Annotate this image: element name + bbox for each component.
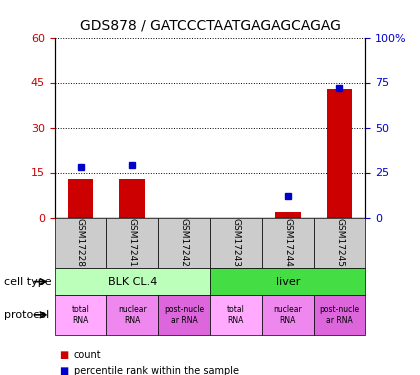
Bar <box>275 211 301 217</box>
Text: post-nucle
ar RNA: post-nucle ar RNA <box>320 305 360 324</box>
Text: BLK CL.4: BLK CL.4 <box>108 277 157 286</box>
Bar <box>68 178 93 218</box>
Text: count: count <box>74 350 101 360</box>
Text: nuclear
RNA: nuclear RNA <box>273 305 302 324</box>
Text: GSM17245: GSM17245 <box>335 218 344 267</box>
Text: GSM17242: GSM17242 <box>180 218 189 267</box>
Bar <box>327 88 352 218</box>
Text: cell type: cell type <box>4 277 52 286</box>
Text: percentile rank within the sample: percentile rank within the sample <box>74 366 239 375</box>
Text: GSM17241: GSM17241 <box>128 218 137 267</box>
Text: nuclear
RNA: nuclear RNA <box>118 305 147 324</box>
Text: ■: ■ <box>59 366 68 375</box>
Text: total
RNA: total RNA <box>227 305 245 324</box>
Text: GSM17244: GSM17244 <box>283 218 292 267</box>
Text: ■: ■ <box>59 350 68 360</box>
Text: protocol: protocol <box>4 310 50 320</box>
Text: GSM17228: GSM17228 <box>76 218 85 267</box>
Text: GDS878 / GATCCCTAATGAGAGCAGAG: GDS878 / GATCCCTAATGAGAGCAGAG <box>79 19 341 33</box>
Text: GSM17243: GSM17243 <box>231 218 240 267</box>
Bar <box>119 178 145 218</box>
Text: post-nucle
ar RNA: post-nucle ar RNA <box>164 305 204 324</box>
Text: liver: liver <box>276 277 300 286</box>
Text: total
RNA: total RNA <box>71 305 89 324</box>
